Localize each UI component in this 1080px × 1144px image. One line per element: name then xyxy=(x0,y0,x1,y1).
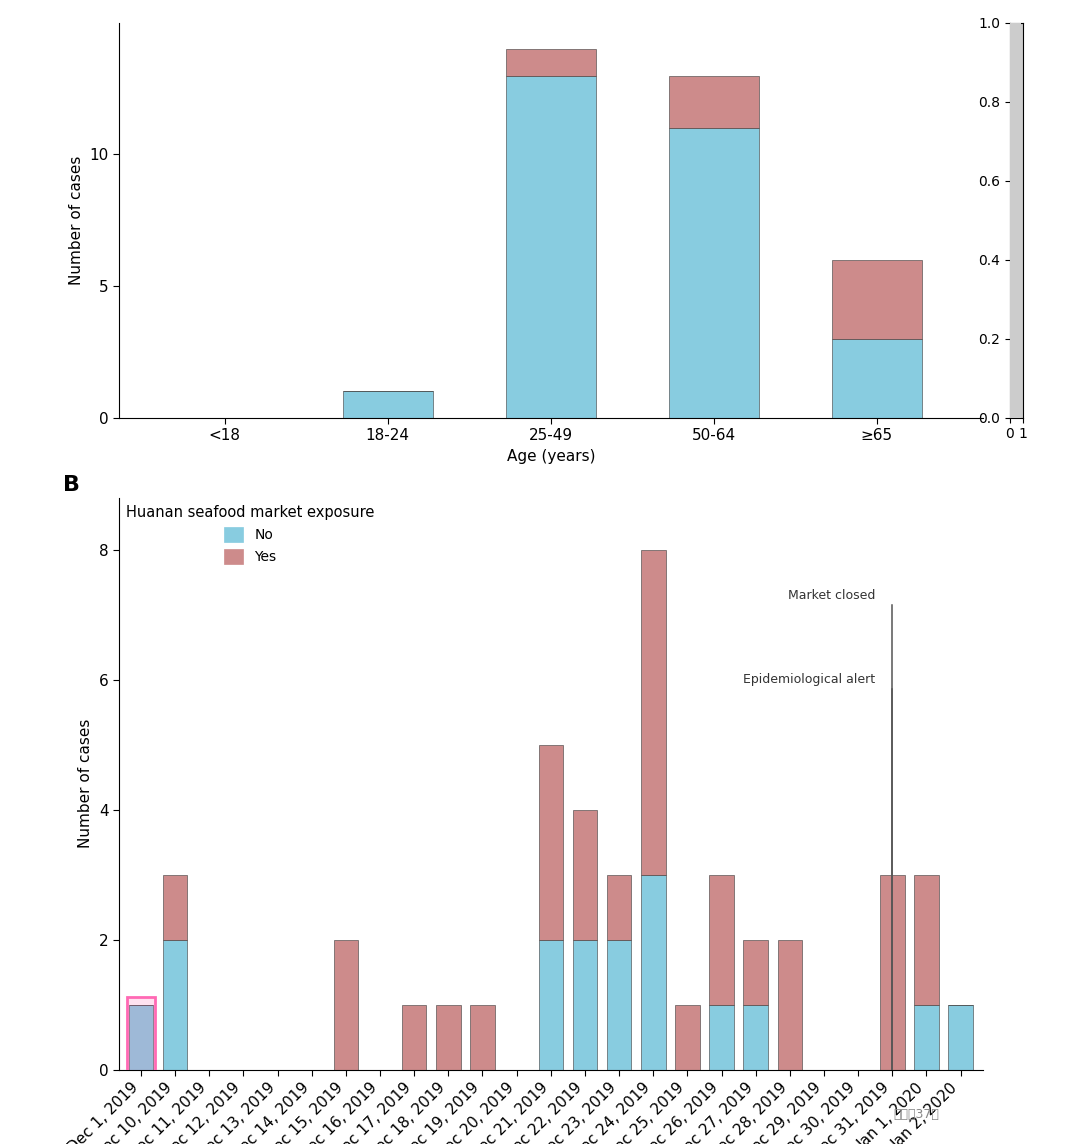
Bar xyxy=(470,1004,495,1070)
Bar xyxy=(669,76,758,128)
Bar xyxy=(880,875,905,1070)
Bar xyxy=(914,1004,939,1070)
Bar xyxy=(436,1004,461,1070)
Text: B: B xyxy=(63,475,80,494)
Bar xyxy=(743,939,768,1004)
Bar xyxy=(126,996,156,1073)
Legend: No, Yes: No, Yes xyxy=(125,505,374,564)
Bar xyxy=(505,76,596,418)
Bar xyxy=(675,1004,700,1070)
Bar xyxy=(640,875,665,1070)
X-axis label: Age (years): Age (years) xyxy=(507,448,595,463)
Bar xyxy=(778,939,802,1070)
Bar xyxy=(743,1004,768,1070)
Bar xyxy=(129,1004,153,1070)
Y-axis label: Number of cases: Number of cases xyxy=(68,156,83,285)
Bar xyxy=(607,875,632,939)
Bar xyxy=(710,875,733,1004)
Bar xyxy=(402,1004,427,1070)
Bar xyxy=(163,939,188,1070)
Bar xyxy=(343,391,433,418)
Text: Epidemiological alert: Epidemiological alert xyxy=(743,673,875,686)
Text: 重案组37号: 重案组37号 xyxy=(894,1109,940,1121)
Bar xyxy=(539,745,563,939)
Bar xyxy=(948,1004,973,1070)
Bar xyxy=(572,939,597,1070)
Bar xyxy=(914,875,939,1004)
Bar xyxy=(832,260,921,339)
Bar xyxy=(539,939,563,1070)
Bar xyxy=(163,875,188,939)
Text: Market closed: Market closed xyxy=(787,589,875,602)
Y-axis label: Number of cases: Number of cases xyxy=(78,718,93,849)
Bar xyxy=(710,1004,733,1070)
Bar xyxy=(640,549,665,875)
Bar xyxy=(669,128,758,418)
Bar xyxy=(832,339,921,418)
Bar xyxy=(607,939,632,1070)
Bar xyxy=(572,810,597,939)
Bar xyxy=(334,939,359,1070)
Bar xyxy=(505,49,596,76)
